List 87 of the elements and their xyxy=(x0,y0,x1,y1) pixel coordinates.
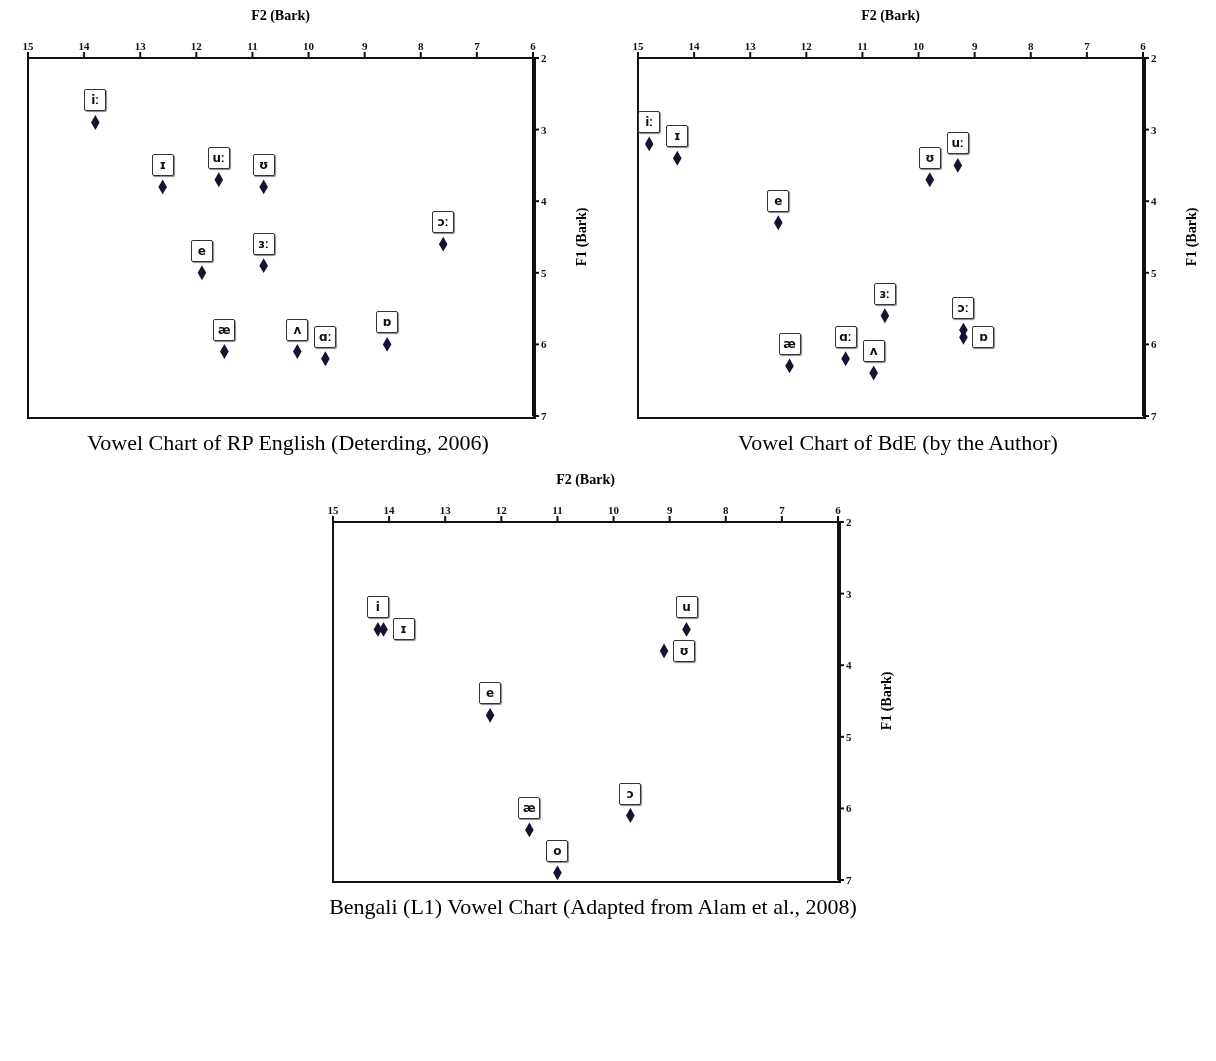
x-axis-title: F2 (Bark) xyxy=(555,472,616,488)
y-tick-label: 4 xyxy=(846,659,852,672)
x-tick-label: 8 xyxy=(723,504,730,516)
annotation: ɒ xyxy=(972,326,995,349)
x-tick-label: 8 xyxy=(1028,40,1035,52)
x-tick-label: 11 xyxy=(552,504,563,516)
annotation: o xyxy=(546,839,569,862)
annotation: e xyxy=(190,239,213,262)
x-tick-label: 7 xyxy=(779,504,786,516)
y-tick-label: 6 xyxy=(541,338,547,351)
x-tick-label: 9 xyxy=(971,40,978,52)
x-tick-label: 10 xyxy=(913,40,925,52)
x-tick-label: 11 xyxy=(247,40,258,52)
annotation: uː xyxy=(946,132,969,155)
annotation: æ xyxy=(518,796,541,819)
y-tick-label: 2 xyxy=(541,51,547,64)
y-axis-title: F1 (Bark) xyxy=(1184,207,1200,267)
x-tick-label: 13 xyxy=(439,504,452,516)
x-tick-label: 10 xyxy=(303,40,315,52)
x-tick-label: 14 xyxy=(383,504,396,516)
y-axis-title: F1 (Bark) xyxy=(574,207,590,267)
y-tick-label: 5 xyxy=(541,266,547,279)
annotation: iː xyxy=(638,110,661,133)
annotation: ʊ xyxy=(673,639,696,662)
x-tick-label: 15 xyxy=(632,40,644,52)
annotation: ʊ xyxy=(918,146,941,169)
x-tick-label: 9 xyxy=(361,40,368,52)
annotation: ɪ xyxy=(151,153,174,176)
annotation: u xyxy=(675,596,698,619)
x-tick-label: 12 xyxy=(800,40,813,52)
annotation: iː xyxy=(84,89,107,112)
y-axis-title: F1 (Bark) xyxy=(879,671,895,731)
annotation: ɔː xyxy=(432,211,455,234)
x-axis-title: F2 (Bark) xyxy=(860,8,921,24)
text: Vowel Chart of RP English (Deterding, 2006) xyxy=(87,430,489,456)
y-tick-label: 3 xyxy=(1151,123,1157,136)
annotation: æ xyxy=(778,332,801,355)
y-tick-label: 3 xyxy=(846,587,852,600)
x-tick-label: 7 xyxy=(1084,40,1091,52)
y-tick-label: 7 xyxy=(846,873,852,886)
annotation: æ xyxy=(213,318,236,341)
annotation: ɑː xyxy=(314,325,337,348)
x-tick-label: 10 xyxy=(608,504,620,516)
x-tick-label: 12 xyxy=(190,40,203,52)
x-tick-label: 11 xyxy=(857,40,868,52)
annotation: e xyxy=(479,682,502,705)
y-tick-label: 4 xyxy=(541,195,547,208)
x-tick-label: 8 xyxy=(418,40,425,52)
annotation: ʌ xyxy=(286,318,309,341)
annotation: ɪ xyxy=(392,618,415,641)
annotation: ɜː xyxy=(252,232,275,255)
annotation: ɜː xyxy=(873,282,896,305)
x-tick-label: 6 xyxy=(1140,40,1147,52)
y-tick-label: 5 xyxy=(846,730,852,743)
x-tick-label: 13 xyxy=(744,40,757,52)
x-tick-label: 6 xyxy=(530,40,537,52)
annotation: ɑː xyxy=(834,325,857,348)
y-tick-label: 7 xyxy=(1151,409,1157,422)
y-tick-label: 4 xyxy=(1151,195,1157,208)
y-tick-label: 6 xyxy=(1151,338,1157,351)
x-tick-label: 9 xyxy=(666,504,673,516)
annotation: i xyxy=(366,596,389,619)
y-tick-label: 2 xyxy=(846,515,852,528)
annotation: uː xyxy=(207,146,230,169)
x-tick-label: 12 xyxy=(495,504,508,516)
y-tick-label: 3 xyxy=(541,123,547,136)
annotation: ʊ xyxy=(252,153,275,176)
annotation: ʌ xyxy=(862,340,885,363)
x-tick-label: 7 xyxy=(474,40,481,52)
annotation: ɔː xyxy=(952,297,975,320)
y-tick-label: 6 xyxy=(846,802,852,815)
text: Bengali (L1) Vowel Chart (Adapted from Alam et al., 2008) xyxy=(329,894,857,920)
annotation: ɒ xyxy=(376,311,399,334)
x-axis-title: F2 (Bark) xyxy=(250,8,311,24)
x-tick-label: 6 xyxy=(835,504,842,516)
x-tick-label: 15 xyxy=(22,40,34,52)
text: Vowel Chart of BdE (by the Author) xyxy=(738,430,1058,456)
y-tick-label: 7 xyxy=(541,409,547,422)
annotation: ɪ xyxy=(666,125,689,148)
x-tick-label: 14 xyxy=(78,40,91,52)
y-tick-label: 2 xyxy=(1151,51,1157,64)
annotation: ɔ xyxy=(619,782,642,805)
annotation: e xyxy=(767,189,790,212)
x-tick-label: 14 xyxy=(688,40,701,52)
x-tick-label: 15 xyxy=(327,504,339,516)
x-tick-label: 13 xyxy=(134,40,147,52)
y-tick-label: 5 xyxy=(1151,266,1157,279)
